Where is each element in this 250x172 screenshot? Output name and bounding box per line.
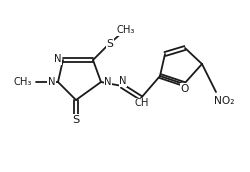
Text: S: S (106, 39, 114, 49)
Text: CH: CH (135, 98, 149, 108)
Text: CH₃: CH₃ (117, 25, 135, 35)
Text: N: N (104, 77, 112, 87)
Text: CH₃: CH₃ (14, 77, 32, 87)
Text: N: N (48, 77, 55, 87)
Text: N: N (119, 76, 127, 86)
Text: S: S (72, 115, 80, 125)
Text: NO₂: NO₂ (214, 96, 234, 106)
Text: N: N (54, 54, 61, 64)
Text: O: O (181, 84, 189, 94)
